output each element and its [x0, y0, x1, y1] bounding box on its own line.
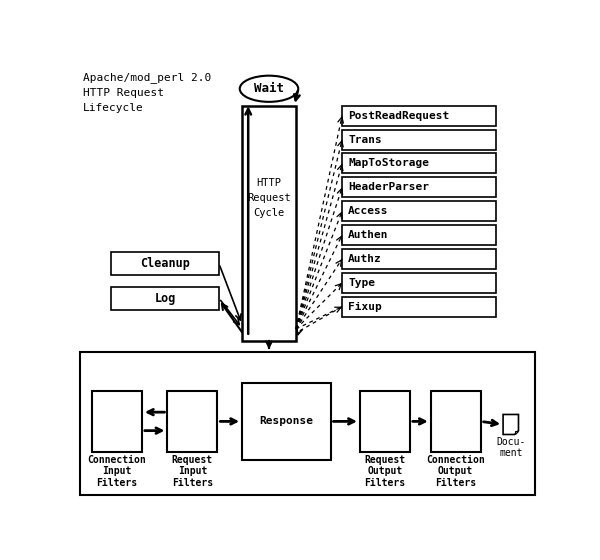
Text: PostReadRequest: PostReadRequest [349, 111, 449, 121]
Bar [342, 225, 496, 245]
Bar [342, 178, 496, 197]
Text: Request
Output
Filters: Request Output Filters [364, 455, 406, 488]
PathPatch shape [515, 431, 518, 435]
Text: Trans: Trans [349, 134, 382, 144]
Bar [242, 383, 331, 460]
Text: Fixup: Fixup [349, 302, 382, 312]
Text: Connection
Output
Filters: Connection Output Filters [427, 455, 485, 488]
Bar [342, 201, 496, 221]
Bar [111, 287, 219, 310]
Bar [360, 391, 410, 452]
Bar [431, 391, 481, 452]
Bar [342, 249, 496, 269]
Text: Response: Response [259, 417, 313, 426]
Text: Connection
Input
Filters: Connection Input Filters [88, 455, 146, 488]
Text: Apache/mod_perl 2.0
HTTP Request
Lifecycle: Apache/mod_perl 2.0 HTTP Request Lifecyc… [83, 73, 211, 113]
Bar [111, 252, 219, 275]
Bar [342, 106, 496, 126]
Text: Type: Type [349, 278, 376, 288]
Text: HTTP
Request
Cycle: HTTP Request Cycle [247, 178, 291, 218]
Ellipse shape [240, 76, 298, 102]
Text: Authz: Authz [349, 254, 382, 264]
Bar [92, 391, 142, 452]
Text: Docu-
ment: Docu- ment [496, 437, 526, 459]
Text: MapToStorage: MapToStorage [349, 158, 430, 169]
Bar [167, 391, 217, 452]
Text: Log: Log [154, 292, 176, 305]
Bar [80, 352, 535, 494]
Text: Authen: Authen [349, 230, 389, 240]
Text: Wait: Wait [254, 82, 284, 95]
Text: Request
Input
Filters: Request Input Filters [172, 455, 213, 488]
PathPatch shape [503, 414, 518, 435]
Bar [342, 129, 496, 150]
Text: Access: Access [349, 206, 389, 216]
Bar [342, 273, 496, 293]
Bar [242, 106, 296, 340]
Text: Cleanup: Cleanup [140, 257, 190, 270]
Bar [342, 297, 496, 317]
Text: HeaderParser: HeaderParser [349, 183, 430, 192]
Bar [342, 153, 496, 174]
